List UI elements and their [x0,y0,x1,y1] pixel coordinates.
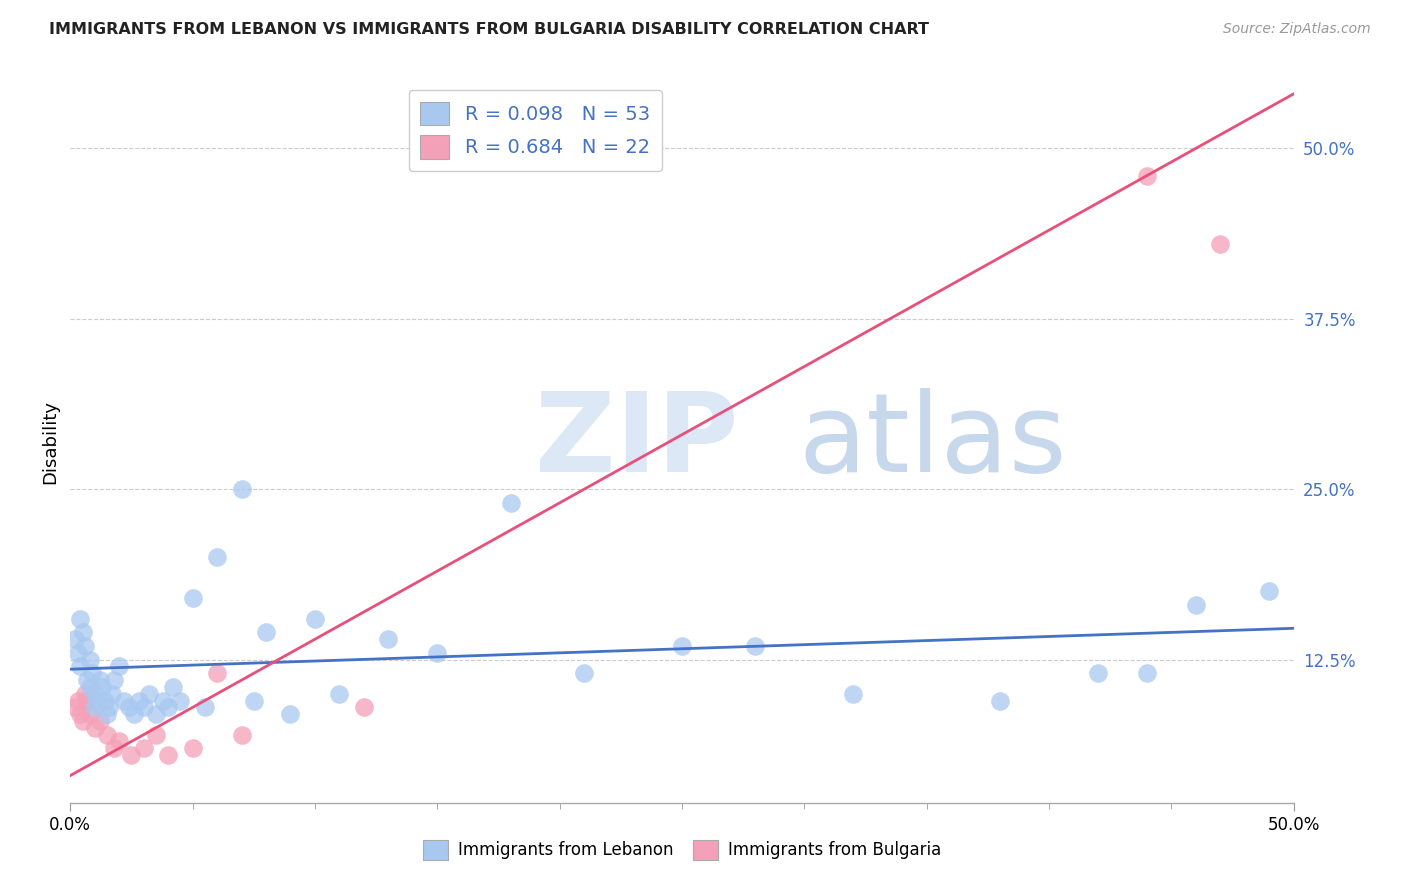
Point [93,693,115,707]
Point [138,687,160,701]
Text: atlas: atlas [799,388,1067,495]
Point [744,639,766,653]
Point [122,707,145,722]
Point [157,748,180,763]
Point [572,666,595,681]
Point [205,550,228,565]
Point [304,612,326,626]
Point [76,673,98,687]
Point [73,687,96,701]
Point [128,693,150,707]
Point [842,687,865,701]
Text: ZIP: ZIP [536,388,738,495]
Point [96,707,118,722]
Point [205,666,228,681]
Point [101,687,124,701]
Point [83,700,105,714]
Point [108,659,131,673]
Point [152,693,174,707]
Point [988,693,1011,707]
Point [79,707,101,722]
Point [103,741,125,756]
Point [69,707,91,722]
Text: Source: ZipAtlas.com: Source: ZipAtlas.com [1223,22,1371,37]
Point [328,687,350,701]
Text: IMMIGRANTS FROM LEBANON VS IMMIGRANTS FROM BULGARIA DISABILITY CORRELATION CHART: IMMIGRANTS FROM LEBANON VS IMMIGRANTS FR… [49,22,929,37]
Point [82,666,104,681]
Point [181,591,204,606]
Point [132,741,155,756]
Point [121,748,143,763]
Point [254,625,277,640]
Point [169,693,191,707]
Point [83,687,105,701]
Point [231,728,253,742]
Point [66,646,89,660]
Point [69,612,91,626]
Point [83,721,105,735]
Point [108,734,131,748]
Point [1136,169,1159,183]
Point [63,700,86,714]
Point [86,693,108,707]
Point [671,639,693,653]
Point [103,673,125,687]
Legend: Immigrants from Lebanon, Immigrants from Bulgaria: Immigrants from Lebanon, Immigrants from… [416,833,948,867]
Point [66,693,89,707]
Point [91,680,114,694]
Point [96,728,118,742]
Point [79,653,101,667]
Point [243,693,266,707]
Point [145,728,167,742]
Point [231,482,253,496]
Point [79,680,101,694]
Point [72,625,94,640]
Point [76,693,98,707]
Point [145,707,167,722]
Point [98,700,121,714]
Point [63,632,86,647]
Point [426,646,449,660]
Point [118,700,141,714]
Point [89,673,111,687]
Point [377,632,399,647]
Point [353,700,375,714]
Y-axis label: Disability: Disability [41,400,59,483]
Point [1087,666,1109,681]
Point [1184,598,1206,612]
Point [1209,236,1232,251]
Point [157,700,180,714]
Point [72,714,94,728]
Point [1136,666,1159,681]
Point [280,707,302,722]
Point [194,700,217,714]
Point [73,639,96,653]
Point [499,496,522,510]
Point [162,680,184,694]
Point [1258,584,1281,599]
Point [112,693,135,707]
Point [89,714,111,728]
Point [132,700,155,714]
Point [69,659,91,673]
Point [181,741,204,756]
